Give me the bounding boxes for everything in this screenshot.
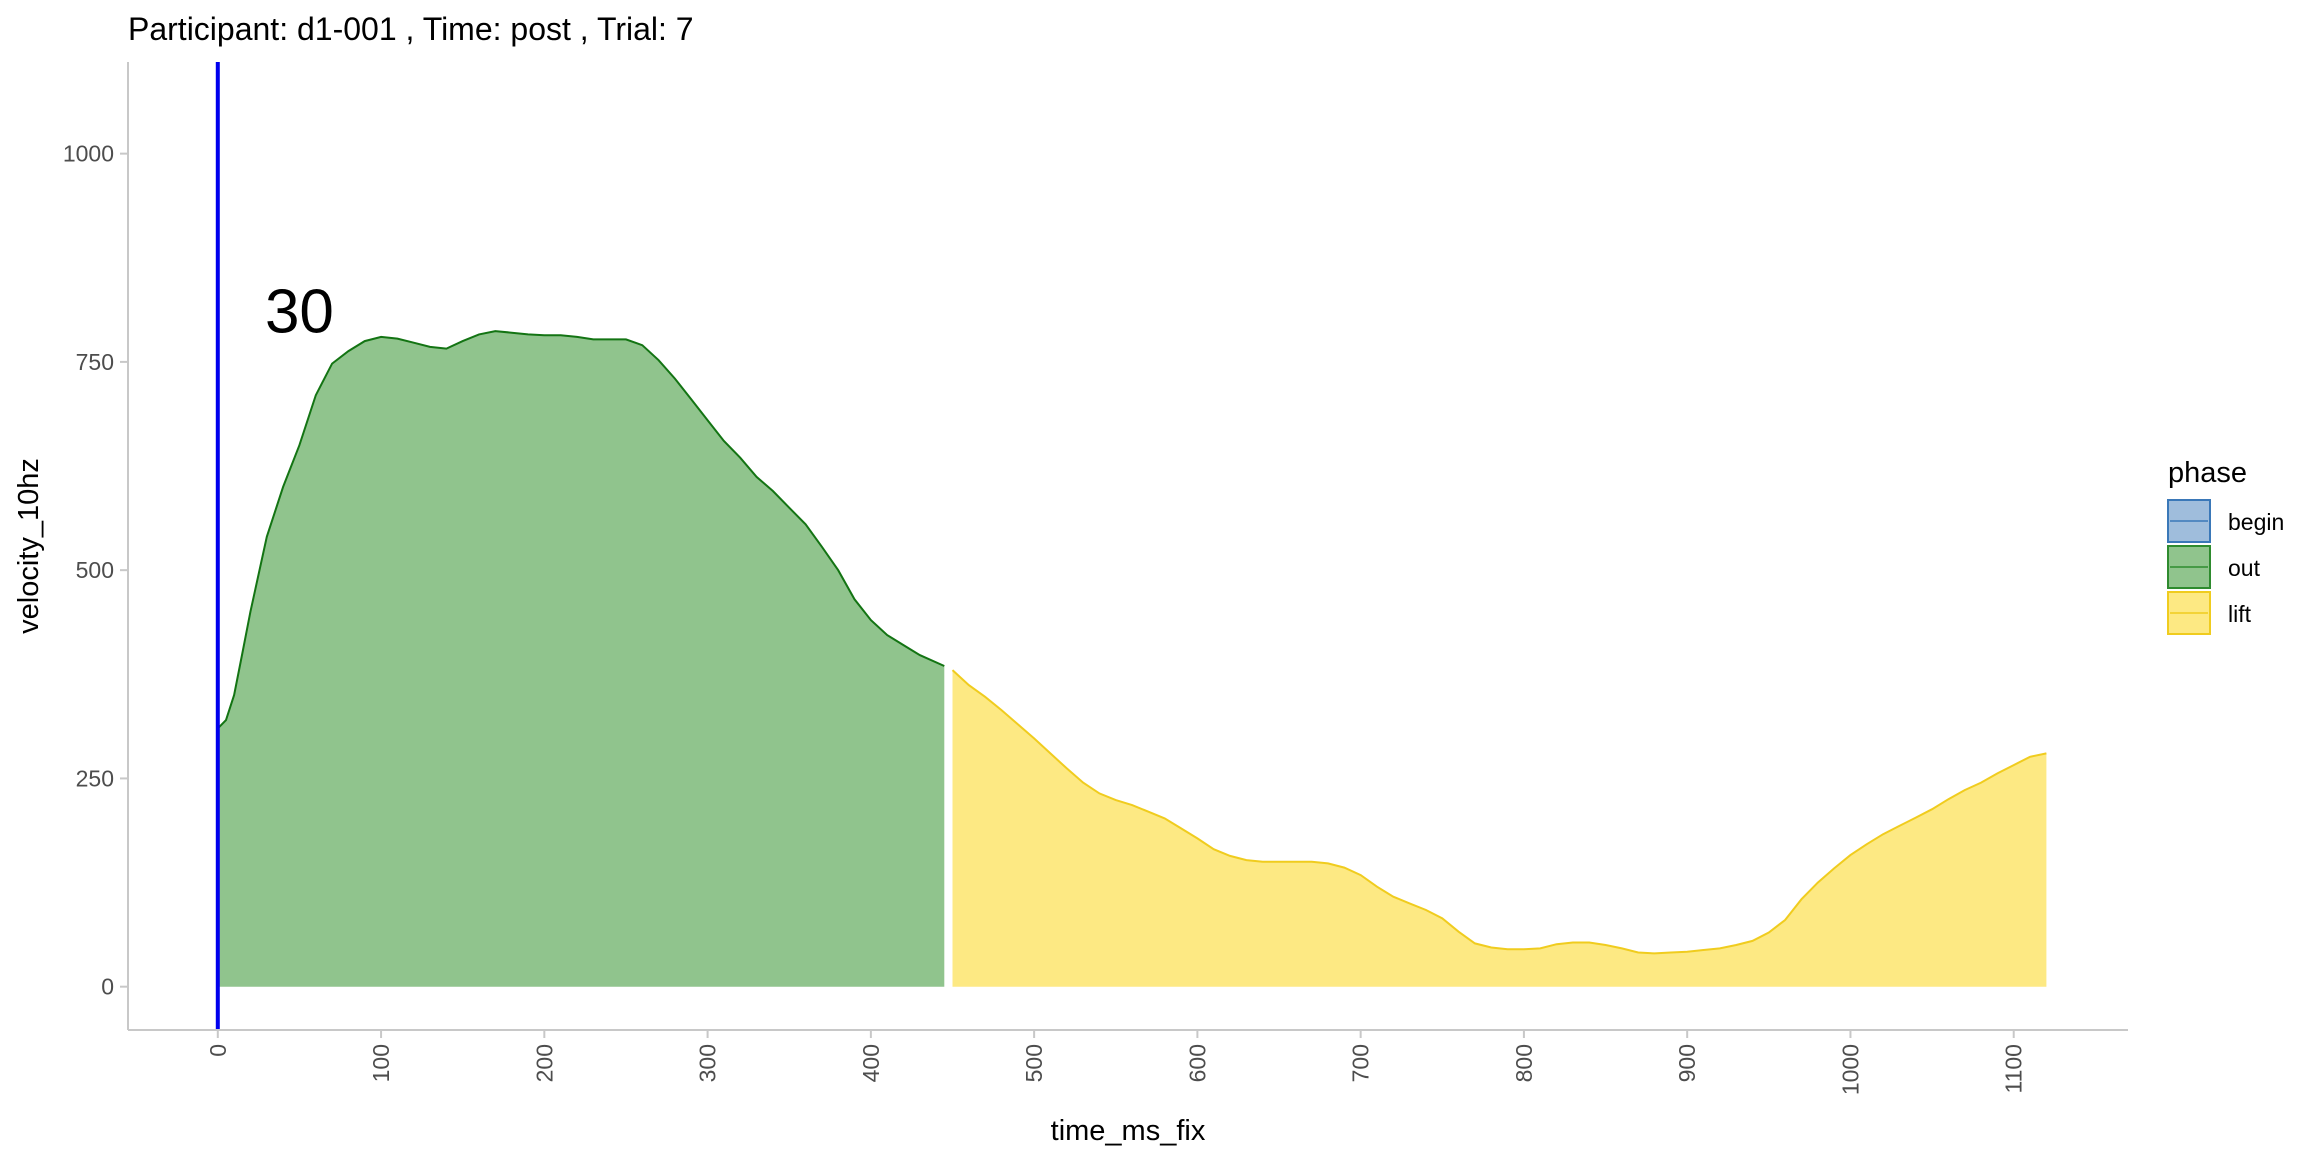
y-tick-label: 1000: [63, 141, 114, 167]
area-out: [217, 331, 945, 987]
y-tick-label: 500: [76, 557, 114, 583]
axes: 0 250 500 750 1000 0 100 200 300 400 500 600 700 800…: [63, 62, 2128, 1095]
x-tick-label: 0: [205, 1044, 231, 1057]
area-lift: [952, 670, 2047, 987]
chart-title: Participant: d1-001 , Time: post , Trial…: [128, 11, 694, 47]
x-tick-label: 300: [695, 1044, 721, 1082]
x-tick-label: 1100: [2001, 1044, 2027, 1093]
x-tick-label: 900: [1674, 1044, 1700, 1082]
plot-area: 30: [215, 62, 2047, 1030]
x-tick-label: 100: [368, 1044, 394, 1082]
x-tick-label: 600: [1184, 1044, 1210, 1082]
y-axis-ticks: 0 250 500 750 1000: [63, 141, 128, 1000]
y-tick-label: 750: [76, 349, 114, 375]
y-axis-title: velocity_10hz: [13, 458, 45, 634]
series-layer: [217, 330, 2047, 987]
x-tick-label: 500: [1021, 1044, 1047, 1082]
x-tick-label: 200: [531, 1044, 557, 1082]
legend-label: lift: [2228, 601, 2252, 627]
legend: phase begin out lift: [2167, 457, 2284, 635]
legend-label: out: [2228, 555, 2261, 581]
legend-item-lift: lift: [2167, 591, 2252, 635]
x-axis-title: time_ms_fix: [1051, 1115, 1206, 1147]
legend-items: begin out lift: [2167, 499, 2284, 635]
line-out: [217, 330, 945, 730]
x-tick-label: 800: [1511, 1044, 1537, 1082]
x-tick-label: 1000: [1837, 1044, 1863, 1095]
line-lift: [951, 669, 2047, 955]
y-tick-label: 250: [76, 765, 114, 791]
legend-item-begin: begin: [2167, 499, 2284, 543]
x-tick-label: 400: [858, 1044, 884, 1082]
annotation-label: 30: [265, 278, 334, 347]
legend-item-out: out: [2167, 545, 2261, 589]
x-axis-ticks: 0 100 200 300 400 500 600 700 800 900 1000 1100: [205, 1030, 2027, 1095]
legend-title: phase: [2168, 457, 2247, 489]
y-tick-label: 0: [101, 974, 114, 1000]
legend-label: begin: [2228, 509, 2284, 535]
x-tick-label: 700: [1348, 1044, 1374, 1082]
